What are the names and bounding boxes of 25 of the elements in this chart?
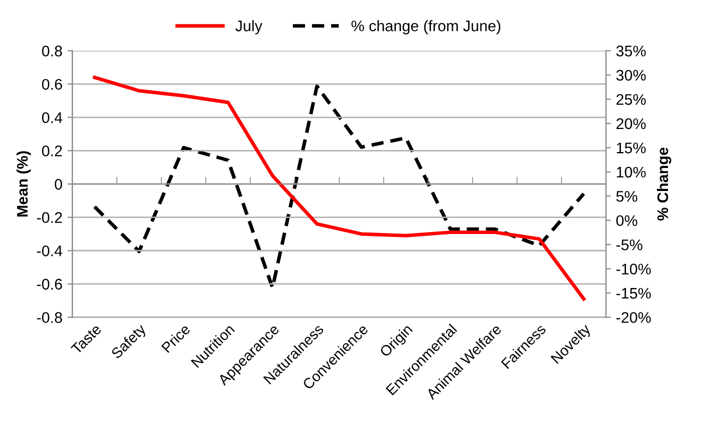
y-tick-label: -0.8 [37, 312, 62, 323]
y-axis-title: Mean (%) [16, 151, 31, 217]
y2-tick-label: 5% [616, 191, 638, 202]
y2-tick-label: 15% [616, 142, 646, 154]
y2-tick-label: 30% [616, 70, 646, 81]
y2-tick-label: 10% [616, 166, 646, 178]
y2-tick-label: -20% [616, 312, 651, 323]
y-tick-label: -0.4 [37, 245, 62, 256]
y2-tick-label: -15% [616, 288, 651, 299]
y-tick-label: -0.6 [37, 278, 62, 290]
y2-tick-label: 25% [616, 94, 646, 105]
legend-label: % change (from June) [352, 20, 500, 34]
y2-tick-label: -5% [616, 240, 642, 250]
y-tick-label: 0.8 [42, 46, 62, 56]
y-tick-label: 0.6 [42, 78, 62, 90]
y-tick-label: -0.2 [37, 212, 62, 223]
y2-axis-title: % Change [656, 148, 672, 221]
y2-tick-label: 0% [616, 215, 638, 226]
legend-label: July [235, 20, 262, 34]
y2-tick-label: -10% [616, 264, 651, 274]
y-tick-label: 0.4 [42, 112, 62, 124]
y2-tick-label: 35% [616, 46, 646, 56]
y2-tick-label: 20% [616, 118, 646, 130]
y-tick-label: 0 [54, 178, 62, 190]
y-tick-label: 0.2 [42, 146, 62, 156]
